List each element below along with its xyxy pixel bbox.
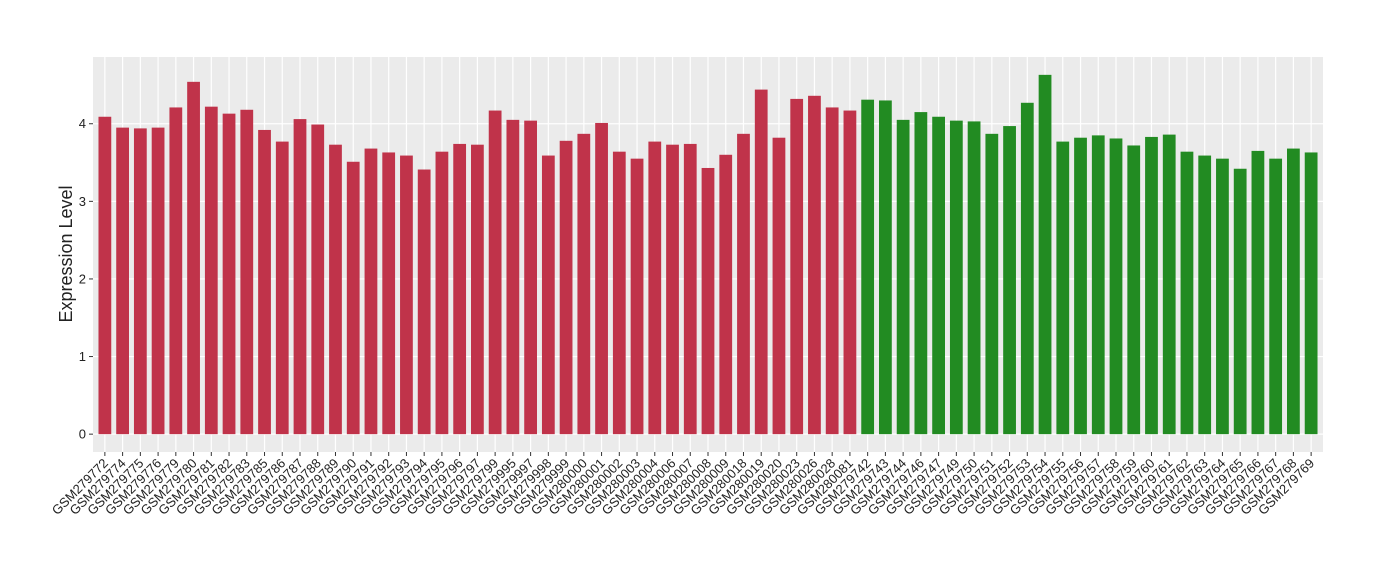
bar [595, 122, 608, 435]
y-tick-label: 4 [79, 116, 86, 131]
bar [683, 143, 697, 435]
bar [1251, 150, 1265, 435]
bar [1109, 138, 1123, 435]
bar [967, 121, 981, 435]
y-axis-title: Expression Level [56, 185, 76, 322]
bar [471, 144, 484, 435]
bar [559, 140, 573, 435]
bar [1127, 145, 1141, 435]
bar [541, 155, 555, 435]
bar [808, 95, 821, 435]
bar [293, 119, 307, 435]
bar [737, 133, 750, 435]
y-tick-label: 2 [79, 271, 86, 286]
bar [1162, 134, 1176, 435]
bar [825, 107, 839, 435]
bar [932, 116, 945, 435]
bar [453, 143, 467, 435]
bar [364, 148, 378, 435]
y-tick-label: 0 [79, 427, 86, 442]
bar [435, 151, 449, 435]
bar [630, 158, 644, 435]
bar [1056, 141, 1070, 435]
bar [346, 161, 360, 435]
bar [985, 133, 999, 435]
bar [896, 119, 910, 435]
bar [1003, 126, 1016, 435]
bar [1091, 135, 1105, 435]
bar [1198, 155, 1212, 435]
bar [329, 144, 342, 435]
bar [1145, 136, 1158, 435]
bar [222, 113, 236, 435]
bar [204, 106, 218, 435]
bar [790, 98, 804, 435]
bar [772, 137, 786, 435]
bar [754, 89, 768, 435]
bar [612, 151, 626, 435]
bar [1216, 158, 1229, 435]
bar [577, 133, 591, 435]
bar [400, 155, 413, 435]
bar [1233, 168, 1247, 435]
bar [949, 120, 963, 435]
bar [861, 99, 875, 435]
bar [151, 127, 165, 435]
bar [1304, 152, 1318, 435]
bar [1020, 102, 1034, 435]
bar [240, 109, 254, 435]
bar [1269, 158, 1283, 435]
bar [258, 129, 271, 435]
bar [382, 152, 396, 435]
bar [98, 116, 112, 435]
bar [311, 124, 325, 435]
bar [879, 100, 892, 435]
bar [1074, 137, 1087, 435]
bar [417, 169, 431, 435]
bar [719, 154, 733, 435]
bar [1038, 74, 1052, 435]
bar [524, 120, 537, 435]
bar [843, 110, 857, 435]
bar [914, 112, 928, 435]
bar [187, 81, 200, 435]
bar [1287, 148, 1300, 435]
bar [116, 127, 129, 435]
bar [701, 167, 715, 435]
y-tick-label: 3 [79, 194, 86, 209]
bar [1180, 151, 1194, 435]
bar [648, 141, 662, 435]
bar [506, 119, 520, 435]
bar [133, 128, 147, 435]
bar [275, 141, 289, 435]
bar [666, 144, 679, 435]
bar [169, 107, 183, 435]
bar [488, 110, 502, 435]
y-tick-label: 1 [79, 349, 86, 364]
